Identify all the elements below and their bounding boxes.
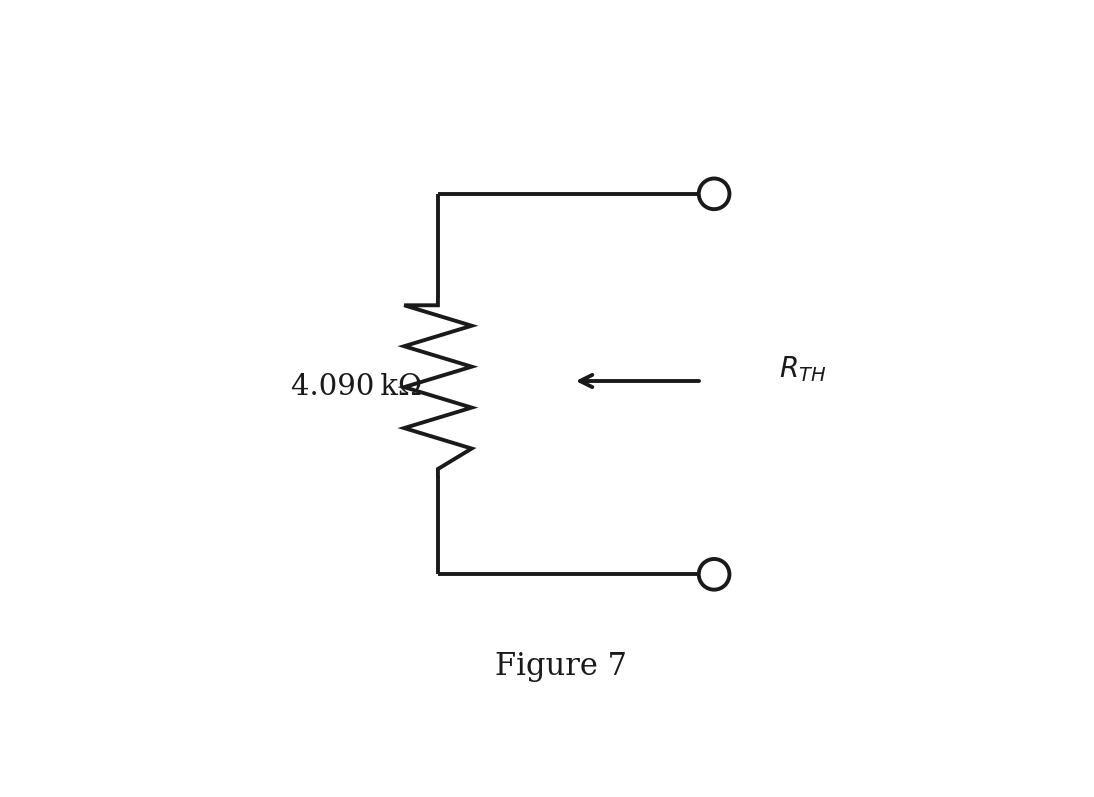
- Text: Figure 7: Figure 7: [494, 651, 627, 682]
- Text: 4.090 kΩ: 4.090 kΩ: [291, 373, 422, 401]
- Text: $\mathit{R}_{\mathit{TH}}$: $\mathit{R}_{\mathit{TH}}$: [779, 354, 827, 383]
